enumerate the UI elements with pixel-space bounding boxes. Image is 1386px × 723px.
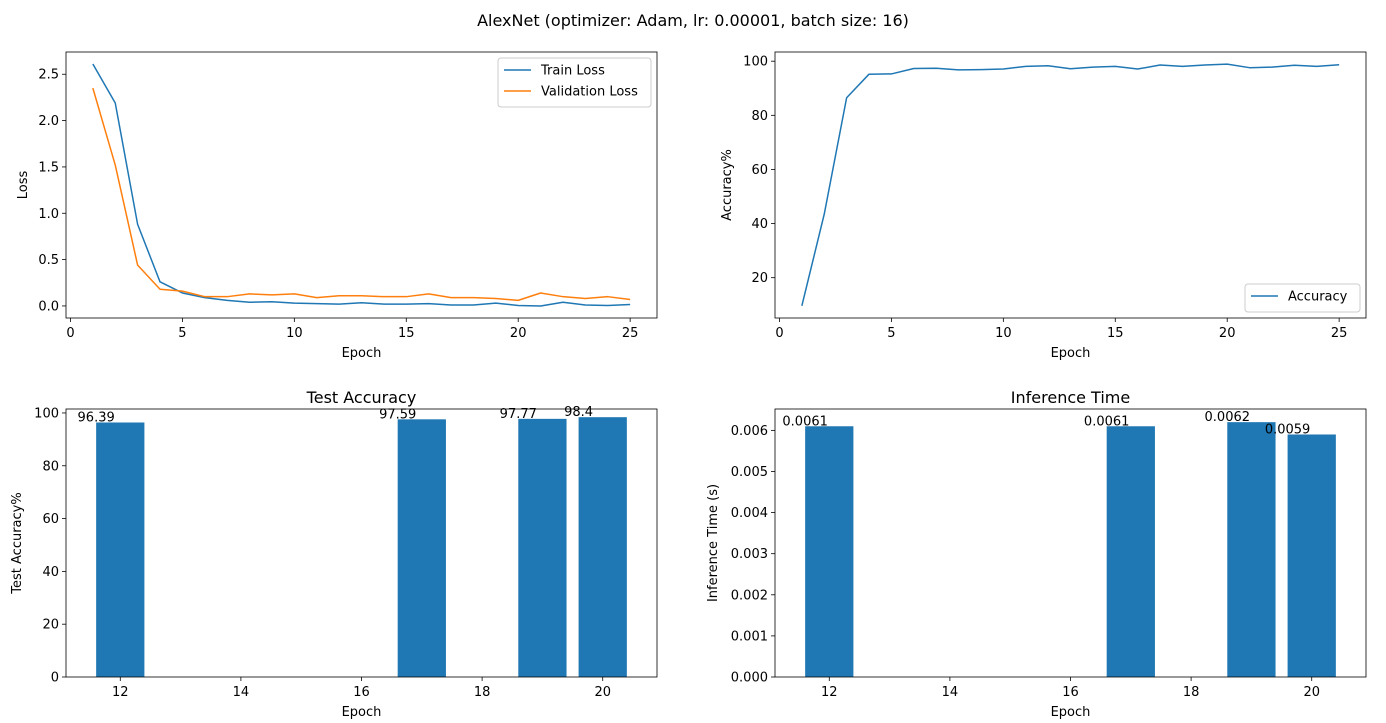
x-tick-label: 15 (1107, 326, 1124, 341)
y-tick-label: 60 (751, 163, 768, 178)
y-tick-label: 0.001 (731, 629, 768, 644)
y-axis-label: Accuracy% (720, 149, 735, 221)
bar (1287, 434, 1336, 677)
bar-value-label: 96.39 (78, 410, 115, 425)
series-line (801, 63, 1340, 307)
y-tick-label: 20 (42, 618, 59, 633)
y-tick-label: 100 (743, 55, 768, 70)
series-line (92, 87, 631, 302)
bar-value-label: 97.77 (500, 407, 537, 422)
x-axis-label: Epoch (342, 705, 382, 720)
figure-title: AlexNet (optimizer: Adam, lr: 0.00001, b… (477, 11, 909, 30)
y-axis-label: Inference Time (s) (706, 484, 721, 602)
y-tick-label: 40 (751, 217, 768, 232)
legend-box (497, 57, 652, 108)
y-tick-label: 80 (42, 459, 59, 474)
x-tick-label: 20 (1219, 326, 1236, 341)
y-tick-label: 2.0 (38, 114, 59, 129)
y-tick-label: 60 (42, 512, 59, 527)
x-tick-label: 25 (1331, 326, 1348, 341)
y-tick-label: 0 (51, 671, 59, 686)
x-tick-label: 25 (622, 326, 639, 341)
y-tick-label: 40 (42, 565, 59, 580)
x-tick-label: 0 (775, 326, 783, 341)
y-axis-label: Loss (16, 171, 31, 200)
legend-label: Train Loss (540, 64, 605, 79)
x-axis-label: Epoch (1051, 705, 1091, 720)
x-tick-label: 18 (474, 685, 491, 700)
x-tick-label: 20 (510, 326, 527, 341)
x-tick-label: 0 (66, 326, 74, 341)
y-tick-label: 0.5 (38, 253, 59, 268)
bar (578, 417, 627, 677)
subplot-2: 0 5 10 15 20 25 20 40 60 80 100 Epoch Accuracy% Accur… (720, 51, 1367, 361)
x-tick-label: 14 (233, 685, 250, 700)
y-tick-label: 0.004 (731, 506, 768, 521)
y-tick-label: 20 (751, 271, 768, 286)
y-tick-label: 80 (751, 109, 768, 124)
y-tick-label: 0.005 (731, 465, 768, 480)
legend: Accuracy (1244, 283, 1361, 313)
bar (518, 418, 567, 677)
y-tick-label: 1.0 (38, 207, 59, 222)
y-tick-label: 0.002 (731, 588, 768, 603)
x-tick-label: 10 (286, 326, 303, 341)
axes-frame (65, 408, 658, 678)
y-tick-label: 2.5 (38, 68, 59, 83)
x-tick-label: 16 (353, 685, 370, 700)
subplot-title: Inference Time (1011, 388, 1130, 407)
x-tick-label: 16 (1062, 685, 1079, 700)
x-tick-label: 18 (1183, 685, 1200, 700)
bar (96, 422, 145, 677)
x-tick-label: 12 (112, 685, 129, 700)
bar-value-label: 0.0062 (1205, 410, 1251, 425)
subplot-4: 0.0061 0.0061 0.0062 0.0059 12 14 16 18 20 0.000 0… (706, 388, 1367, 720)
bar-value-label: 0.0061 (782, 414, 828, 429)
y-tick-label: 0.003 (731, 547, 768, 562)
axes-frame (774, 51, 1367, 319)
x-tick-label: 5 (887, 326, 895, 341)
y-tick-label: 0.000 (731, 671, 768, 686)
bar (1227, 422, 1276, 677)
y-tick-label: 100 (34, 406, 59, 421)
x-tick-label: 15 (398, 326, 415, 341)
bar-value-label: 98.4 (564, 405, 593, 420)
x-tick-label: 12 (821, 685, 838, 700)
x-tick-label: 20 (594, 685, 611, 700)
bar (805, 426, 854, 677)
series-line (92, 63, 631, 307)
x-tick-label: 20 (1303, 685, 1320, 700)
bar-value-label: 0.0061 (1084, 414, 1130, 429)
legend-label: Accuracy (1288, 290, 1348, 305)
bar (1106, 426, 1155, 677)
legend: Train Loss Validation Loss (497, 57, 652, 108)
subplot-title: Test Accuracy (306, 388, 417, 407)
y-tick-label: 0.0 (38, 299, 59, 314)
bar-value-label: 97.59 (379, 407, 416, 422)
x-tick-label: 5 (178, 326, 186, 341)
y-axis-label: Test Accuracy% (10, 492, 25, 594)
axes-frame (65, 51, 658, 319)
legend-box (1244, 283, 1361, 313)
x-tick-label: 10 (995, 326, 1012, 341)
x-axis-label: Epoch (342, 346, 382, 361)
subplot-1: 0 5 10 15 20 25 0.0 0.5 1.0 1.5 2.0 2.5 Epoch Loss Tra… (16, 51, 658, 361)
legend-label: Validation Loss (541, 85, 638, 100)
x-axis-label: Epoch (1051, 346, 1091, 361)
axes-frame (774, 408, 1367, 678)
y-tick-label: 1.5 (38, 160, 59, 175)
subplot-3: 96.39 97.59 97.77 98.4 12 14 16 18 20 0 20 40 60 80 10… (10, 388, 658, 720)
y-tick-label: 0.006 (731, 424, 768, 439)
x-tick-label: 14 (942, 685, 959, 700)
bar-value-label: 0.0059 (1265, 422, 1311, 437)
bar (397, 419, 446, 677)
